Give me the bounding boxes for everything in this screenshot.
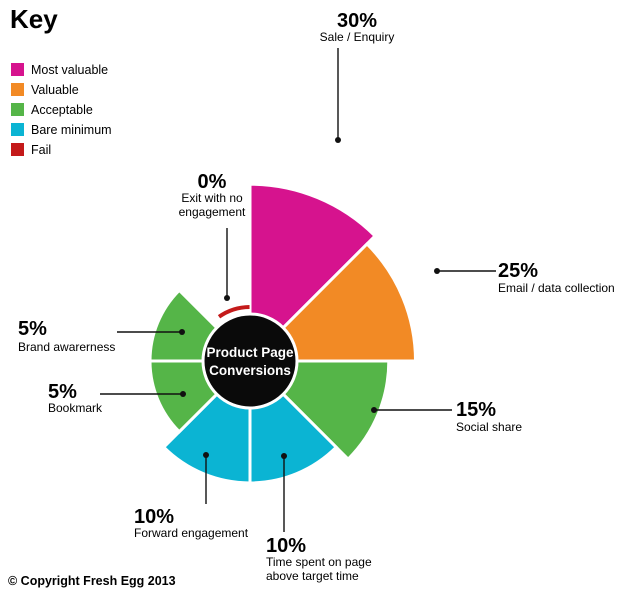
slice-labels: 30%Sale / Enquiry 25%Email / data collect… bbox=[18, 10, 615, 583]
legend-label: Acceptable bbox=[31, 103, 93, 117]
pie-slice bbox=[246, 241, 418, 363]
leader-dot bbox=[179, 329, 185, 335]
legend-label: Bare minimum bbox=[31, 123, 112, 137]
center-label-line1: Product Page bbox=[206, 345, 294, 360]
legend-swatch bbox=[11, 143, 24, 156]
leader-dot bbox=[335, 137, 341, 143]
legend-label: Fail bbox=[31, 143, 51, 157]
slice-percent-label: 0% bbox=[198, 171, 227, 193]
slice-name-label: engagement bbox=[179, 205, 246, 219]
legend-title: Key bbox=[10, 4, 58, 34]
leader-dot bbox=[224, 295, 230, 301]
slice-percent-label: 25% bbox=[498, 260, 538, 282]
leader-dot bbox=[371, 407, 377, 413]
leader-dot bbox=[180, 391, 186, 397]
legend-swatch bbox=[11, 103, 24, 116]
slice-percent-label: 10% bbox=[134, 506, 174, 528]
slice-name-label: Forward engagement bbox=[134, 526, 249, 540]
leader-dot bbox=[203, 452, 209, 458]
slice-percent-label: 10% bbox=[266, 535, 306, 557]
slice-name-label: above target time bbox=[266, 569, 359, 583]
slice-percent-label: 5% bbox=[48, 381, 77, 403]
slice-name-label: Bookmark bbox=[48, 401, 103, 415]
legend-swatch bbox=[11, 63, 24, 76]
slice-name-label: Brand awarerness bbox=[18, 340, 115, 354]
pie-slice bbox=[217, 305, 250, 319]
legend-label: Valuable bbox=[31, 83, 79, 97]
slice-percent-label: 15% bbox=[456, 399, 496, 421]
legend-swatch bbox=[11, 83, 24, 96]
legend: Key Most valuable Valuable Acceptable Bare … bbox=[10, 4, 112, 157]
center-hub: Product Page Conversions bbox=[201, 312, 299, 410]
slice-name-label: Exit with no bbox=[181, 191, 243, 205]
copyright-text: © Copyright Fresh Egg 2013 bbox=[8, 574, 176, 588]
leader-dot bbox=[281, 453, 287, 459]
slice-name-label: Time spent on page bbox=[266, 555, 372, 569]
center-circle bbox=[201, 312, 299, 410]
leader-dot bbox=[434, 268, 440, 274]
slice-name-label: Social share bbox=[456, 420, 522, 434]
slice-percent-label: 5% bbox=[18, 318, 47, 340]
slice-name-label: Sale / Enquiry bbox=[320, 30, 395, 44]
legend-swatch bbox=[11, 123, 24, 136]
slice-percent-label: 30% bbox=[337, 10, 377, 32]
legend-label: Most valuable bbox=[31, 63, 108, 77]
leader-lines bbox=[100, 48, 496, 532]
legend-items: Most valuable Valuable Acceptable Bare mini… bbox=[11, 63, 112, 157]
pie-slice bbox=[248, 182, 378, 365]
center-label-line2: Conversions bbox=[209, 363, 291, 378]
slice-name-label: Email / data collection bbox=[498, 281, 615, 295]
